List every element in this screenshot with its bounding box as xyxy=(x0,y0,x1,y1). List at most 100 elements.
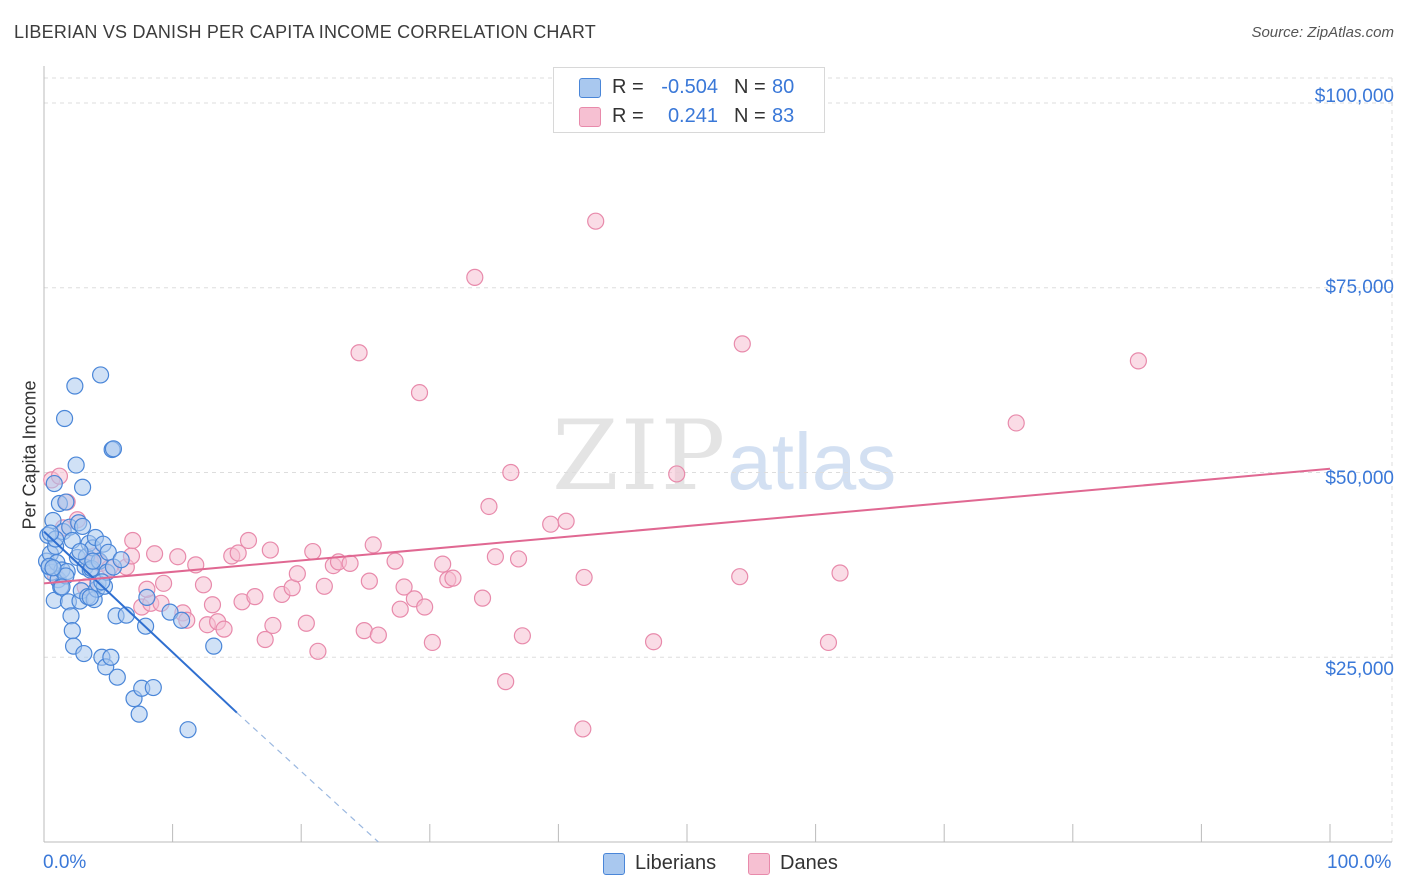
dane-point xyxy=(145,545,164,563)
dane-point xyxy=(215,620,233,638)
watermark: ZIPatlas xyxy=(552,400,896,512)
dane-point xyxy=(203,596,222,614)
liberian-point xyxy=(71,542,89,561)
dane-point xyxy=(480,497,498,516)
dane-point xyxy=(1129,352,1147,370)
dane-point xyxy=(391,600,409,618)
liberian-point xyxy=(57,493,75,511)
legend-n-label: N = xyxy=(734,105,766,127)
legend-row-danes: R = 0.241 N = 83 xyxy=(554,101,824,131)
dane-point xyxy=(194,576,213,594)
dane-point xyxy=(557,512,575,530)
y-tick-label-100000: $100,000 xyxy=(1314,86,1394,107)
dane-point xyxy=(304,542,322,561)
dane-point xyxy=(264,616,282,635)
legend-n-value: 83 xyxy=(772,105,795,127)
watermark-atlas: atlas xyxy=(727,417,897,506)
dane-point xyxy=(229,544,247,562)
dane-point xyxy=(587,212,605,230)
legend-swatch-liberians xyxy=(579,78,601,98)
liberian-trend-extension xyxy=(236,712,379,843)
y-tick-label-25000: $25,000 xyxy=(1325,659,1394,680)
dane-point xyxy=(497,673,515,691)
dane-point xyxy=(369,626,387,644)
dane-point xyxy=(239,531,258,550)
liberian-point xyxy=(91,366,110,384)
y-axis-label: Per Capita Income xyxy=(19,380,40,530)
liberian-point xyxy=(179,721,197,739)
dane-point xyxy=(1007,414,1025,432)
liberian-point xyxy=(205,637,223,655)
source-credit[interactable]: Source: ZipAtlas.com xyxy=(1251,24,1394,41)
dane-point xyxy=(350,344,368,362)
x-tick-label-max: 100.0% xyxy=(1327,852,1392,873)
liberian-point xyxy=(63,622,81,640)
legend-swatch-danes xyxy=(579,107,601,127)
liberian-point xyxy=(44,559,62,577)
dane-point xyxy=(355,622,373,640)
dane-point xyxy=(386,552,404,570)
liberian-point xyxy=(62,607,80,625)
bottom-legend-swatch-danes xyxy=(748,853,770,875)
dane-point xyxy=(473,589,492,607)
liberian-point xyxy=(73,517,92,536)
liberian-point xyxy=(108,668,126,686)
dane-point xyxy=(502,463,520,482)
dane-point xyxy=(341,554,359,572)
dane-point xyxy=(309,642,327,660)
dane-point xyxy=(644,633,663,651)
correlation-legend: R = -0.504 N = 80 R = 0.241 N = 83 xyxy=(553,67,825,133)
dane-point xyxy=(466,268,484,286)
liberian-point xyxy=(138,588,156,606)
dane-point xyxy=(154,574,173,592)
dane-point xyxy=(509,550,528,568)
liberian-point xyxy=(173,611,191,629)
dane-point xyxy=(395,578,413,596)
chart-title: LIBERIAN VS DANISH PER CAPITA INCOME COR… xyxy=(14,22,596,42)
dane-point xyxy=(575,568,593,587)
liberian-point xyxy=(45,474,63,493)
legend-r-value: 0.241 xyxy=(667,105,718,127)
liberian-point xyxy=(130,705,148,723)
legend-r-value: -0.504 xyxy=(661,76,718,98)
dane-trend-line xyxy=(43,467,1331,585)
liberian-point xyxy=(144,678,162,697)
dane-point xyxy=(410,384,429,402)
dane-point xyxy=(360,572,378,590)
legend-row-liberians: R = -0.504 N = 80 xyxy=(554,72,824,102)
liberian-point xyxy=(73,478,92,496)
liberian-point xyxy=(84,552,102,570)
dane-point xyxy=(733,335,751,353)
dane-point xyxy=(731,568,749,586)
dane-point xyxy=(297,614,315,632)
liberian-point xyxy=(66,377,84,395)
liberian-point xyxy=(104,440,123,458)
dane-point xyxy=(542,515,560,533)
bottom-legend-label-danes: Danes xyxy=(780,852,838,874)
legend-n-label: N = xyxy=(734,76,766,98)
liberian-point xyxy=(81,588,99,606)
dane-point xyxy=(416,598,434,616)
dane-point xyxy=(124,531,142,550)
dane-point xyxy=(288,565,306,583)
x-tick-label-min: 0.0% xyxy=(43,852,87,873)
dane-point xyxy=(315,577,333,595)
bottom-legend-label-liberians: Liberians xyxy=(635,852,717,874)
liberian-point xyxy=(41,524,60,542)
liberian-point xyxy=(161,603,179,621)
watermark-zip: ZIP xyxy=(552,400,728,512)
dane-point xyxy=(423,633,441,652)
dane-point xyxy=(831,564,849,582)
dane-point xyxy=(246,588,264,606)
liberian-point xyxy=(102,648,120,666)
liberian-trend-line xyxy=(43,530,238,714)
liberian-point xyxy=(55,409,74,428)
dane-point xyxy=(668,465,686,483)
dane-point xyxy=(434,555,452,573)
dane-point xyxy=(169,548,187,566)
y-tick-label-50000: $50,000 xyxy=(1325,468,1394,489)
dane-point xyxy=(513,627,531,645)
dane-point xyxy=(819,633,838,652)
legend-r-label: R = xyxy=(612,76,644,98)
